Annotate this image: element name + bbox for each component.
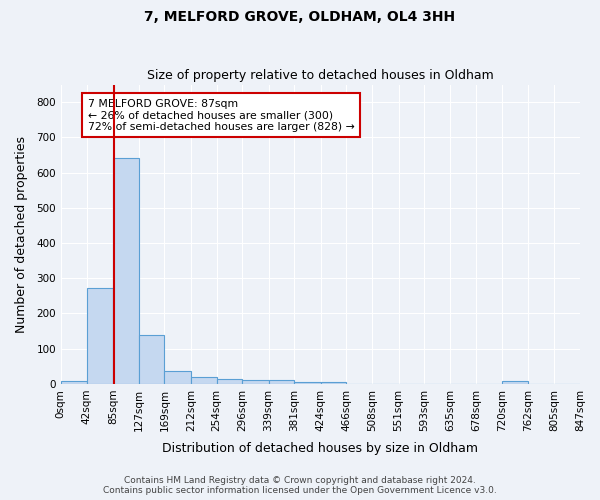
Bar bbox=[217, 379, 242, 384]
Bar bbox=[502, 382, 528, 384]
Bar bbox=[164, 371, 191, 384]
Bar bbox=[61, 381, 86, 384]
Text: 7 MELFORD GROVE: 87sqm
← 26% of detached houses are smaller (300)
72% of semi-de: 7 MELFORD GROVE: 87sqm ← 26% of detached… bbox=[88, 98, 355, 132]
Title: Size of property relative to detached houses in Oldham: Size of property relative to detached ho… bbox=[147, 69, 494, 82]
Bar bbox=[321, 382, 346, 384]
Bar bbox=[86, 288, 113, 384]
Bar bbox=[269, 380, 295, 384]
Bar bbox=[139, 334, 164, 384]
Bar bbox=[242, 380, 269, 384]
X-axis label: Distribution of detached houses by size in Oldham: Distribution of detached houses by size … bbox=[163, 442, 478, 455]
Bar bbox=[295, 382, 321, 384]
Text: 7, MELFORD GROVE, OLDHAM, OL4 3HH: 7, MELFORD GROVE, OLDHAM, OL4 3HH bbox=[145, 10, 455, 24]
Y-axis label: Number of detached properties: Number of detached properties bbox=[15, 136, 28, 332]
Bar bbox=[191, 377, 217, 384]
Bar bbox=[113, 158, 139, 384]
Text: Contains HM Land Registry data © Crown copyright and database right 2024.
Contai: Contains HM Land Registry data © Crown c… bbox=[103, 476, 497, 495]
